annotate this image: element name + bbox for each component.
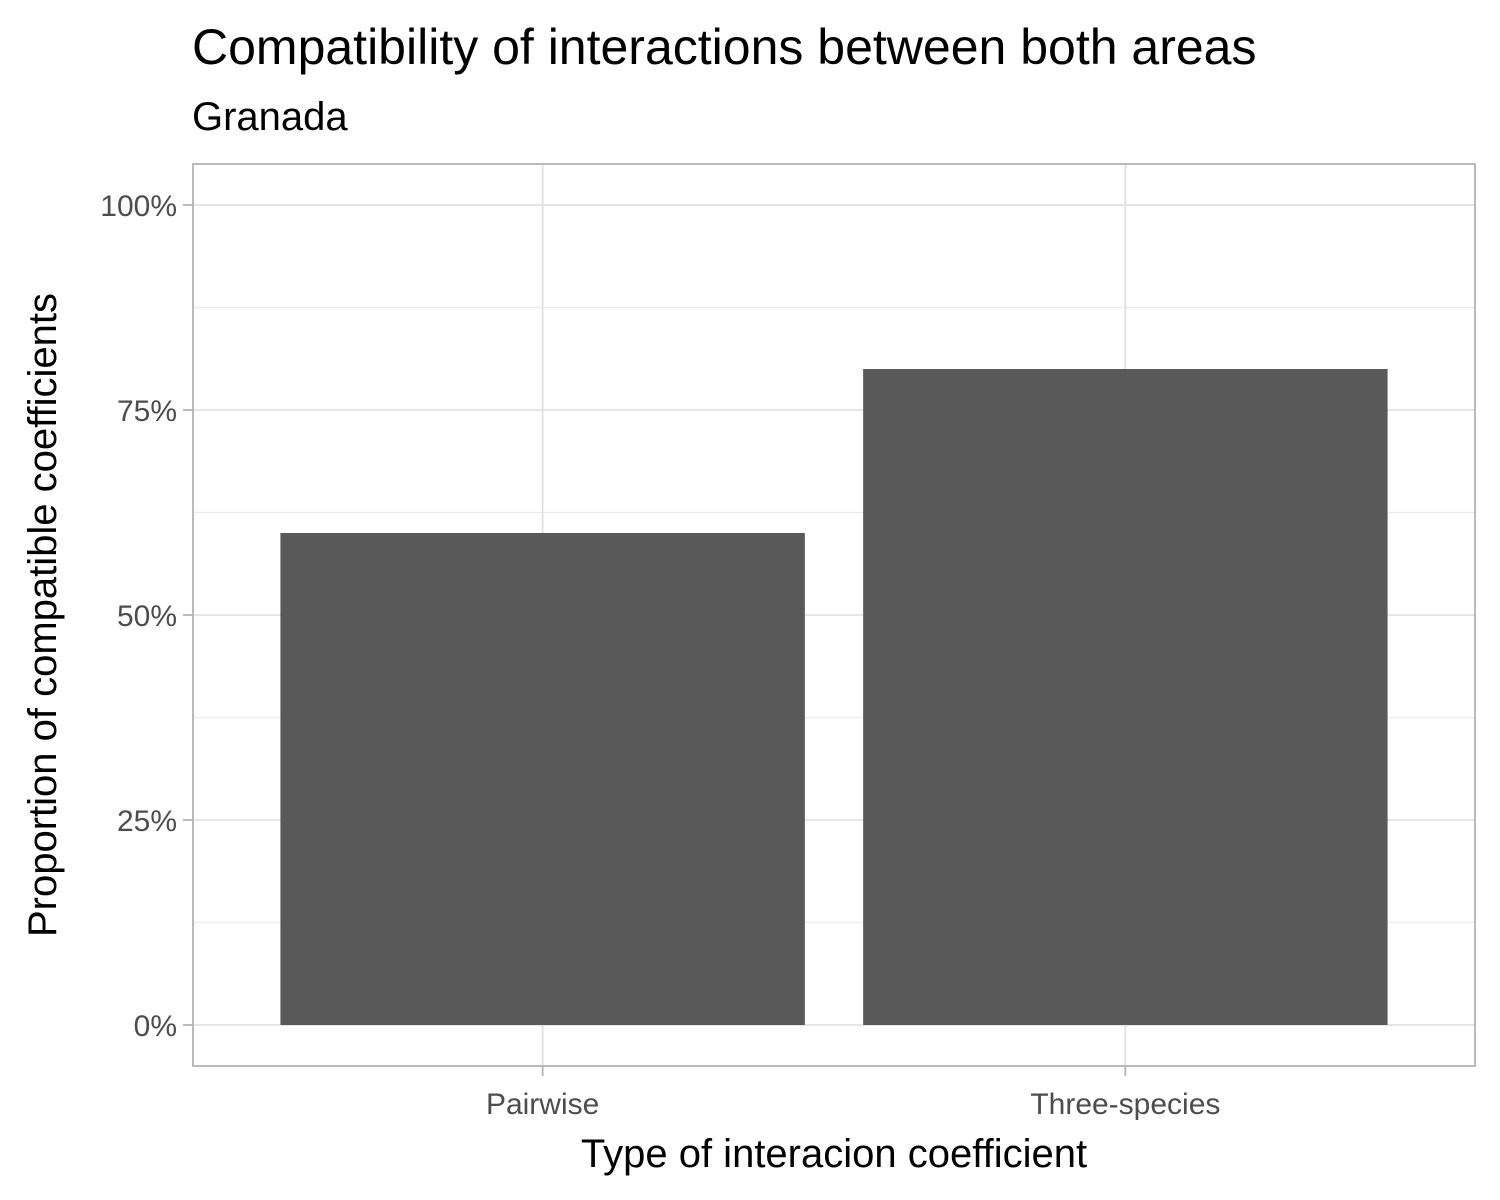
y-tick-label: 25% xyxy=(117,805,177,838)
y-tick-label: 100% xyxy=(100,190,177,223)
chart-title: Compatibility of interactions between bo… xyxy=(192,19,1256,75)
chart-subtitle: Granada xyxy=(192,95,348,139)
x-axis-title: Type of interacion coefficient xyxy=(581,1132,1087,1176)
y-axis-title: Proportion of compatible coefficients xyxy=(21,293,65,937)
y-tick-label: 50% xyxy=(117,600,177,633)
axis-ticks: 0% 25% 50% 75% 100% Pairwise Three-species xyxy=(100,190,1220,1121)
bar-pairwise xyxy=(280,533,805,1025)
bar-three-species xyxy=(863,369,1388,1025)
y-tick-label: 0% xyxy=(134,1010,177,1043)
bars xyxy=(280,369,1388,1025)
y-tick-label: 75% xyxy=(117,395,177,428)
x-tick-label: Pairwise xyxy=(486,1088,599,1121)
x-tick-label: Three-species xyxy=(1030,1088,1220,1121)
